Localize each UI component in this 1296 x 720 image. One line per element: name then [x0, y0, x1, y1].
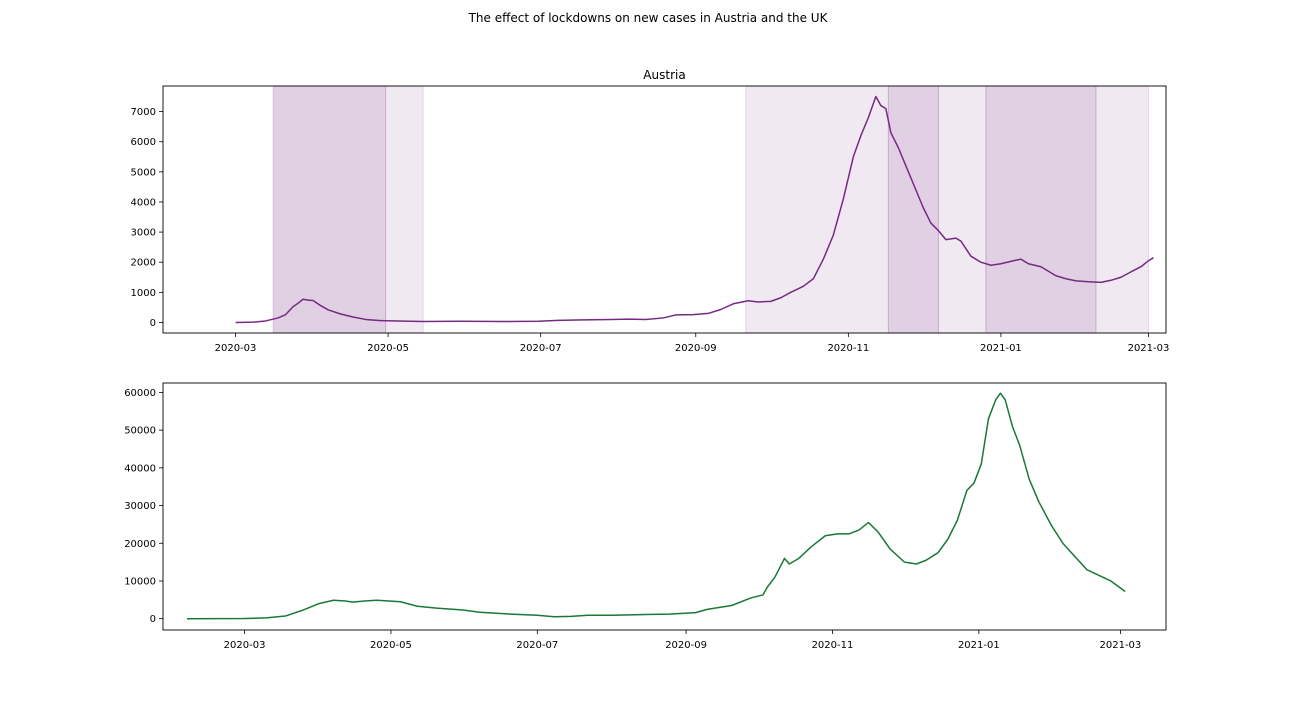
- x-tick-label: 2020-07: [520, 343, 562, 354]
- y-tick-label: 20000: [124, 539, 156, 550]
- y-tick-label: 50000: [124, 426, 156, 437]
- x-tick-label: 2020-03: [215, 343, 257, 354]
- subplot-title: Austria: [643, 68, 685, 82]
- x-tick-label: 2021-03: [1100, 640, 1142, 651]
- lockdown-band-7: [1095, 85, 1149, 334]
- x-tick-label: 2020-11: [812, 640, 854, 651]
- y-tick-label: 7000: [131, 107, 156, 118]
- x-tick-label: 2020-11: [827, 343, 869, 354]
- x-tick-label: 2021-01: [980, 343, 1022, 354]
- x-tick-label: 2021-03: [1128, 343, 1170, 354]
- lockdown-band-4: [887, 85, 939, 334]
- x-tick-label: 2020-07: [516, 640, 558, 651]
- y-tick-label: 0: [150, 614, 156, 625]
- x-tick-label: 2020-09: [665, 640, 707, 651]
- series-line-1: [186, 392, 1126, 620]
- y-tick-label: 1000: [131, 288, 156, 299]
- y-tick-label: 3000: [131, 228, 156, 239]
- y-tick-label: 4000: [131, 197, 156, 208]
- axes-frame: [162, 382, 1167, 631]
- lockdown-band-2: [385, 85, 424, 334]
- chart-panel-2: 0 10000 20000 30000 40000 50000 60000 2020-03 20…: [124, 382, 1167, 651]
- y-tick-label: 60000: [124, 388, 156, 399]
- chart-panel-1: 0 1000 2000 3000 4000 5000 6000 7000 2020-03 2020…: [131, 68, 1170, 354]
- y-tick-label: 30000: [124, 501, 156, 512]
- series-line-1: [235, 95, 1154, 324]
- y-tick-label: 0: [150, 318, 156, 329]
- y-tick-label: 6000: [131, 137, 156, 148]
- y-tick-label: 2000: [131, 258, 156, 269]
- lockdown-band-3: [745, 85, 889, 334]
- x-tick-label: 2020-05: [367, 343, 409, 354]
- y-tick-label: 10000: [124, 576, 156, 587]
- x-tick-label: 2020-05: [370, 640, 412, 651]
- lockdown-band-1: [272, 85, 387, 334]
- x-tick-label: 2021-01: [958, 640, 1000, 651]
- figure-title: The effect of lockdowns on new cases in …: [468, 11, 828, 25]
- axes-frame: [162, 85, 1167, 334]
- lockdown-band-5: [937, 85, 987, 334]
- y-tick-label: 40000: [124, 463, 156, 474]
- x-tick-label: 2020-03: [224, 640, 266, 651]
- y-tick-label: 5000: [131, 167, 156, 178]
- x-tick-label: 2020-09: [675, 343, 717, 354]
- lockdown-band-6: [985, 85, 1097, 334]
